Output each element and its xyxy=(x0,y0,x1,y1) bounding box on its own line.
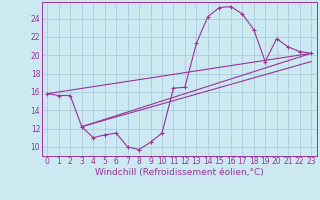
X-axis label: Windchill (Refroidissement éolien,°C): Windchill (Refroidissement éolien,°C) xyxy=(95,168,264,177)
